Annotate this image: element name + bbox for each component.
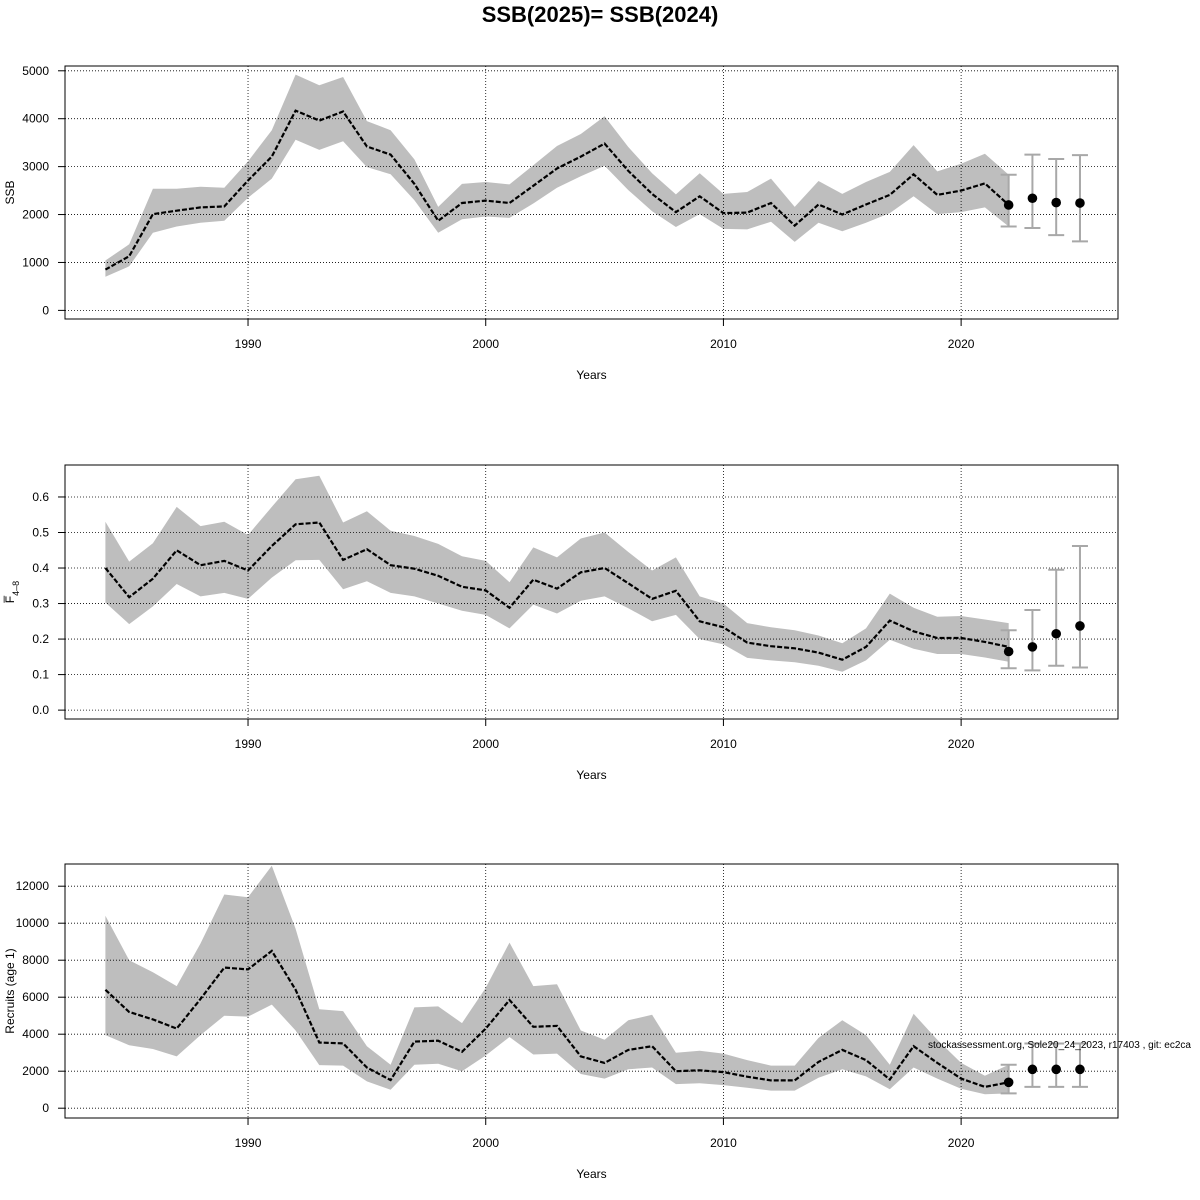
forecast-point <box>1051 197 1061 208</box>
forecast-point <box>1075 198 1085 208</box>
x-tick-label: 2020 <box>948 337 975 351</box>
x-tick-label: 2020 <box>948 1136 975 1150</box>
panel-2: 1990 2000 2010 2020 0.0 0.1 0.2 0.3 0.4 0.5 0.6 Yea… <box>3 464 1119 782</box>
y-tick-label: 0.4 <box>32 561 49 575</box>
footnote-text: stockassessment.org, Sole20_24_2023, r17… <box>928 1040 1191 1051</box>
y-axis-label: Recruits (age 1) <box>3 948 17 1033</box>
x-axis-label: Years <box>576 768 606 782</box>
y-tick-label: 0.3 <box>32 597 49 611</box>
panel-3: 1990 2000 2010 2020 0 2000 4000 6000 8000 10000 12… <box>3 863 1119 1181</box>
x-tick-label: 2010 <box>710 1136 737 1150</box>
y-tick-label: 0 <box>42 1101 49 1115</box>
x-tick-label: 1990 <box>235 737 262 751</box>
forecast-point <box>1051 1064 1061 1075</box>
forecast-point <box>1027 193 1038 204</box>
confidence-band <box>105 475 1009 672</box>
x-axis-label: Years <box>576 1167 606 1181</box>
y-axis-label: SSB <box>3 180 17 204</box>
estimate-line <box>104 521 1009 661</box>
y-tick-label: 2000 <box>22 208 49 222</box>
estimate-line <box>104 949 1009 1089</box>
y-tick-label: 4000 <box>22 112 49 126</box>
x-tick-label: 1990 <box>235 337 262 351</box>
figure-title: SSB(2025)= SSB(2024) <box>481 2 719 27</box>
x-tick-label: 2020 <box>948 737 975 751</box>
y-tick-label: 4000 <box>22 1027 49 1041</box>
x-tick-label: 1990 <box>235 1136 262 1150</box>
y-axis-label: F̅4–8 <box>3 581 21 603</box>
x-tick-label: 2010 <box>710 737 737 751</box>
y-tick-label: 2000 <box>22 1064 49 1078</box>
y-tick-label: 6000 <box>22 990 49 1004</box>
y-tick-label: 12000 <box>16 879 50 893</box>
forecast-point <box>1075 1064 1085 1075</box>
confidence-band <box>105 865 1009 1095</box>
y-tick-label: 1000 <box>22 255 49 269</box>
x-axis-label: Years <box>576 368 606 382</box>
x-tick-label: 2000 <box>472 737 499 751</box>
y-tick-label: 8000 <box>22 953 49 967</box>
x-tick-label: 2010 <box>710 337 737 351</box>
confidence-band <box>105 74 1009 277</box>
forecast-point <box>1027 1064 1038 1075</box>
x-tick-label: 2000 <box>472 337 499 351</box>
y-tick-label: 10000 <box>16 916 50 930</box>
panel-1: 1990 2000 2010 2020 0 1000 2000 3000 4000 5000 Yea… <box>3 64 1119 382</box>
forecast-point <box>1003 200 1014 210</box>
forecast-point <box>1051 628 1061 639</box>
y-axis-label-subscript: 4–8 <box>11 581 21 596</box>
y-tick-label: 0.2 <box>32 632 49 646</box>
y-tick-label: 0.0 <box>32 703 49 717</box>
y-tick-label: 0.5 <box>32 525 49 539</box>
plot-frame <box>64 863 1119 1119</box>
forecast-point <box>1075 621 1085 631</box>
y-tick-label: 5000 <box>22 64 49 78</box>
plot-frame <box>64 65 1119 320</box>
y-tick-label: 0 <box>42 303 49 317</box>
x-tick-label: 2000 <box>472 1136 499 1150</box>
y-tick-label: 0.6 <box>32 490 49 504</box>
forecast-point <box>1003 646 1014 657</box>
estimate-line <box>104 109 1010 271</box>
forecast-point <box>1027 642 1038 652</box>
plot-frame <box>64 464 1119 720</box>
forecast-point <box>1003 1077 1014 1088</box>
y-tick-label: 0.1 <box>32 668 49 682</box>
y-tick-label: 3000 <box>22 160 49 174</box>
